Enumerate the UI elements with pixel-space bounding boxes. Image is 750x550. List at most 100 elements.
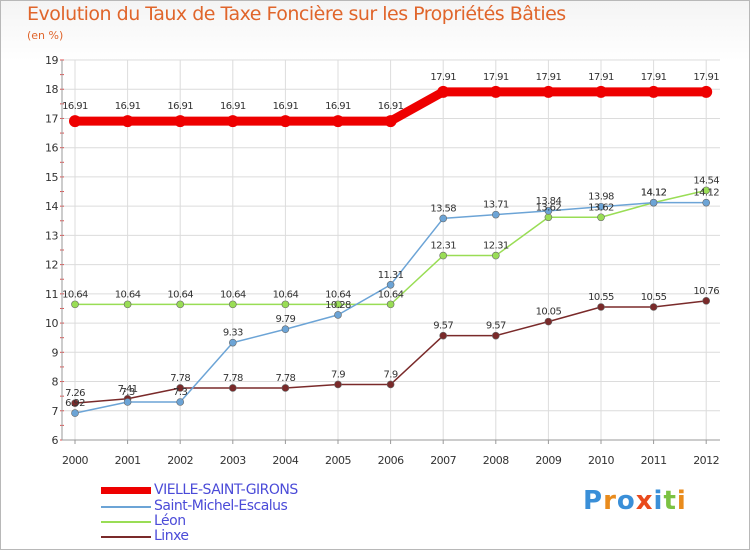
data-label: 10.55: [588, 292, 614, 303]
x-tick-label: 2009: [535, 454, 561, 467]
data-label: 12.31: [430, 241, 456, 252]
data-label: 10.64: [167, 289, 193, 300]
data-point: [542, 85, 555, 98]
data-label: 10.64: [325, 289, 351, 300]
data-label: 13.62: [536, 202, 562, 213]
data-label: 16.91: [115, 101, 141, 112]
data-point: [69, 115, 81, 128]
data-point: [386, 300, 395, 309]
data-point: [489, 85, 502, 98]
data-point: [439, 331, 448, 340]
legend-item-leon: Léon: [101, 513, 361, 529]
data-label: 10.76: [693, 286, 719, 297]
data-point: [176, 384, 184, 392]
data-label: 14.12: [641, 188, 667, 199]
y-tick-label: 18: [45, 83, 58, 96]
data-point: [229, 384, 237, 392]
legend-label: Léon: [154, 513, 186, 529]
data-point: [702, 198, 711, 207]
data-label: 10.64: [378, 289, 404, 300]
data-label: 14.12: [641, 188, 667, 199]
data-point: [491, 210, 500, 219]
chart-title: Evolution du Taux de Taxe Foncière sur l…: [27, 3, 566, 25]
y-tick-label: 8: [52, 376, 59, 389]
data-point: [229, 338, 237, 347]
y-tick-label: 13: [45, 229, 58, 242]
y-tick-label: 14: [45, 200, 58, 213]
y-tick-label: 17: [45, 112, 58, 125]
chart-subtitle: (en %): [27, 29, 64, 42]
data-point: [71, 399, 79, 407]
x-tick-label: 2004: [272, 454, 298, 467]
data-label: 7.3: [121, 387, 135, 398]
data-label: 10.28: [325, 300, 351, 311]
data-point: [174, 115, 187, 128]
y-tick-label: 10: [45, 317, 58, 330]
data-label: 7.26: [65, 388, 85, 399]
y-tick-label: 6: [52, 434, 59, 447]
data-label: 13.62: [588, 202, 614, 213]
x-tick-label: 2000: [62, 454, 88, 467]
data-point: [71, 300, 79, 309]
data-label: 7.78: [170, 373, 190, 384]
series-group: [69, 85, 713, 417]
data-point: [279, 115, 292, 128]
x-tick-label: 2007: [430, 454, 456, 467]
y-tick-label: 9: [52, 346, 59, 359]
data-label: 16.91: [273, 101, 299, 112]
logo-letter: r: [603, 486, 617, 516]
x-tick-label: 2001: [115, 454, 141, 467]
logo-letter: i: [653, 486, 664, 516]
data-label: 10.64: [220, 289, 246, 300]
data-label: 9.79: [275, 314, 295, 325]
legend-label: VIELLE-SAINT-GIRONS: [154, 482, 298, 498]
data-point: [544, 213, 553, 222]
data-point: [281, 300, 290, 309]
data-label: 10.64: [273, 289, 299, 300]
legend-label: Saint-Michel-Escalus: [154, 498, 288, 514]
data-point: [71, 409, 79, 417]
x-tick-label: 2003: [220, 454, 246, 467]
data-label: 16.91: [378, 101, 404, 112]
data-label: 6.92: [65, 398, 85, 409]
data-point: [491, 331, 500, 340]
y-tick-label: 19: [45, 54, 58, 67]
data-point: [702, 297, 711, 305]
data-label: 10.64: [115, 289, 141, 300]
data-point: [332, 115, 344, 128]
data-label: 17.91: [641, 72, 667, 83]
data-label: 16.91: [62, 101, 88, 112]
data-point: [647, 85, 660, 98]
data-point: [334, 311, 342, 319]
data-point: [439, 251, 448, 260]
data-point: [123, 300, 132, 309]
y-tick-label: 15: [45, 171, 58, 184]
data-label: 10.55: [641, 292, 667, 303]
data-point: [121, 115, 134, 128]
data-label: 14.54: [693, 175, 719, 186]
data-point: [229, 300, 237, 309]
logo-letter: P: [583, 486, 604, 516]
data-point: [597, 213, 605, 222]
legend-swatch: [101, 536, 151, 538]
x-tick-label: 2010: [588, 454, 614, 467]
data-label: 17.91: [536, 72, 562, 83]
data-point: [226, 115, 239, 128]
legend-item-linxe: Linxe: [101, 528, 361, 544]
data-label: 16.91: [220, 101, 246, 112]
data-point: [437, 85, 450, 98]
x-tick-label: 2012: [693, 454, 719, 467]
data-label: 7.41: [118, 384, 138, 395]
y-tick-label: 12: [45, 259, 58, 272]
legend-swatch: [101, 521, 151, 523]
data-point: [702, 186, 711, 195]
data-label: 10.05: [536, 307, 562, 318]
data-label: 16.91: [167, 101, 193, 112]
data-label: 11.31: [378, 270, 404, 281]
data-label: 17.91: [693, 72, 719, 83]
data-label: 13.84: [536, 196, 562, 207]
data-point: [334, 300, 342, 309]
data-label: 7.78: [223, 373, 243, 384]
x-tick-label: 2011: [641, 454, 667, 467]
